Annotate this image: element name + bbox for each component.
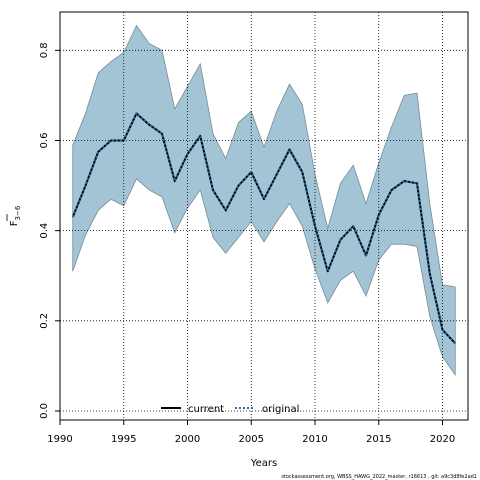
confidence-band-layer xyxy=(72,24,456,377)
y-axis-title: F3−6 xyxy=(6,205,22,226)
y-tick-label: 0.4 xyxy=(39,223,50,239)
legend: current original xyxy=(161,404,299,415)
y-axis-title-main: F xyxy=(9,220,20,226)
legend-label-original: original xyxy=(262,404,299,415)
series-line-original xyxy=(72,112,456,344)
plot-frame xyxy=(59,11,469,421)
y-axis: 0.0 0.2 0.4 0.6 0.8 xyxy=(39,42,60,419)
y-tick-label: 0.8 xyxy=(39,42,50,58)
legend-label-current: current xyxy=(188,404,224,415)
y-tick-label: 0.6 xyxy=(39,133,50,149)
x-tick-label: 2000 xyxy=(175,434,200,445)
x-tick-label: 2010 xyxy=(302,434,327,445)
y-tick-label: 0.2 xyxy=(39,313,50,329)
x-tick-label: 2005 xyxy=(239,434,264,445)
x-tick-label: 1995 xyxy=(111,434,136,445)
series-line-layer xyxy=(71,112,456,345)
x-tick-label: 2020 xyxy=(430,434,455,445)
x-tick-label: 2015 xyxy=(366,434,391,445)
svg-text:F3−6: F3−6 xyxy=(9,205,22,226)
x-tick-label: 1990 xyxy=(47,434,72,445)
y-tick-label: 0.0 xyxy=(39,403,50,419)
x-axis: 1990 1995 2000 2005 2010 2015 2020 xyxy=(47,420,455,445)
footer-text: stockassessment.org, WBSS_HAWG_2022_mast… xyxy=(281,474,477,480)
y-axis-title-sub: 3−6 xyxy=(14,205,22,220)
x-axis-title: Years xyxy=(250,458,277,469)
grid-layer xyxy=(59,12,468,420)
confidence-band xyxy=(72,24,456,377)
